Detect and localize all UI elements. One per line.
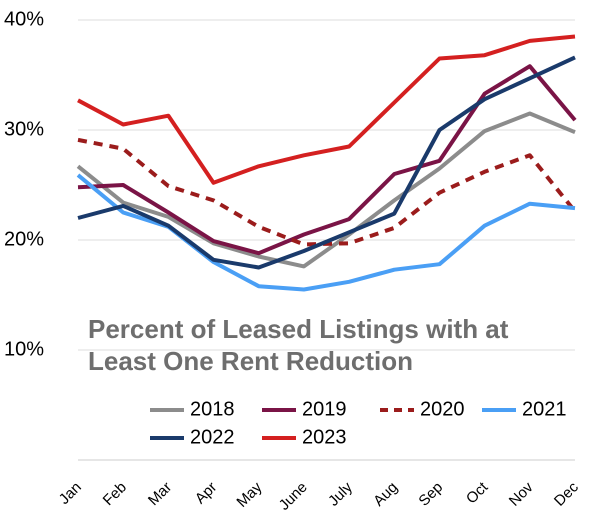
series-line [77, 137, 577, 247]
legend-label: 2021 [522, 398, 567, 420]
x-tick-label: June [276, 479, 311, 514]
x-tick-label: July [325, 478, 356, 509]
y-tick-label: 10% [4, 338, 44, 360]
series-line [77, 64, 577, 256]
x-tick-label: Aug [370, 479, 401, 510]
x-tick-label: Sep [415, 479, 446, 510]
y-tick-label: 40% [4, 8, 44, 30]
legend-label: 2019 [302, 398, 347, 420]
legend-label: 2023 [302, 426, 347, 448]
x-tick-label: Feb [100, 479, 130, 509]
x-tick-label: Oct [463, 478, 492, 507]
series-line [77, 55, 576, 270]
x-tick-label: Jan [56, 479, 85, 508]
x-tick-label: Apr [192, 479, 221, 508]
x-tick-label: Nov [506, 478, 537, 509]
legend-label: 2018 [190, 398, 235, 420]
x-tick-label: Mar [145, 479, 175, 509]
y-tick-label: 30% [4, 118, 44, 140]
series-line [76, 111, 576, 269]
x-tick-label: May [233, 478, 265, 510]
series-line [76, 173, 576, 292]
legend-label: 2020 [420, 398, 465, 420]
series-line [77, 34, 576, 185]
x-tick-label: Dec [551, 478, 582, 509]
legend-label: 2022 [190, 426, 235, 448]
y-tick-label: 20% [4, 228, 44, 250]
chart-title: Percent of Leased Listings with at Least… [88, 314, 509, 376]
